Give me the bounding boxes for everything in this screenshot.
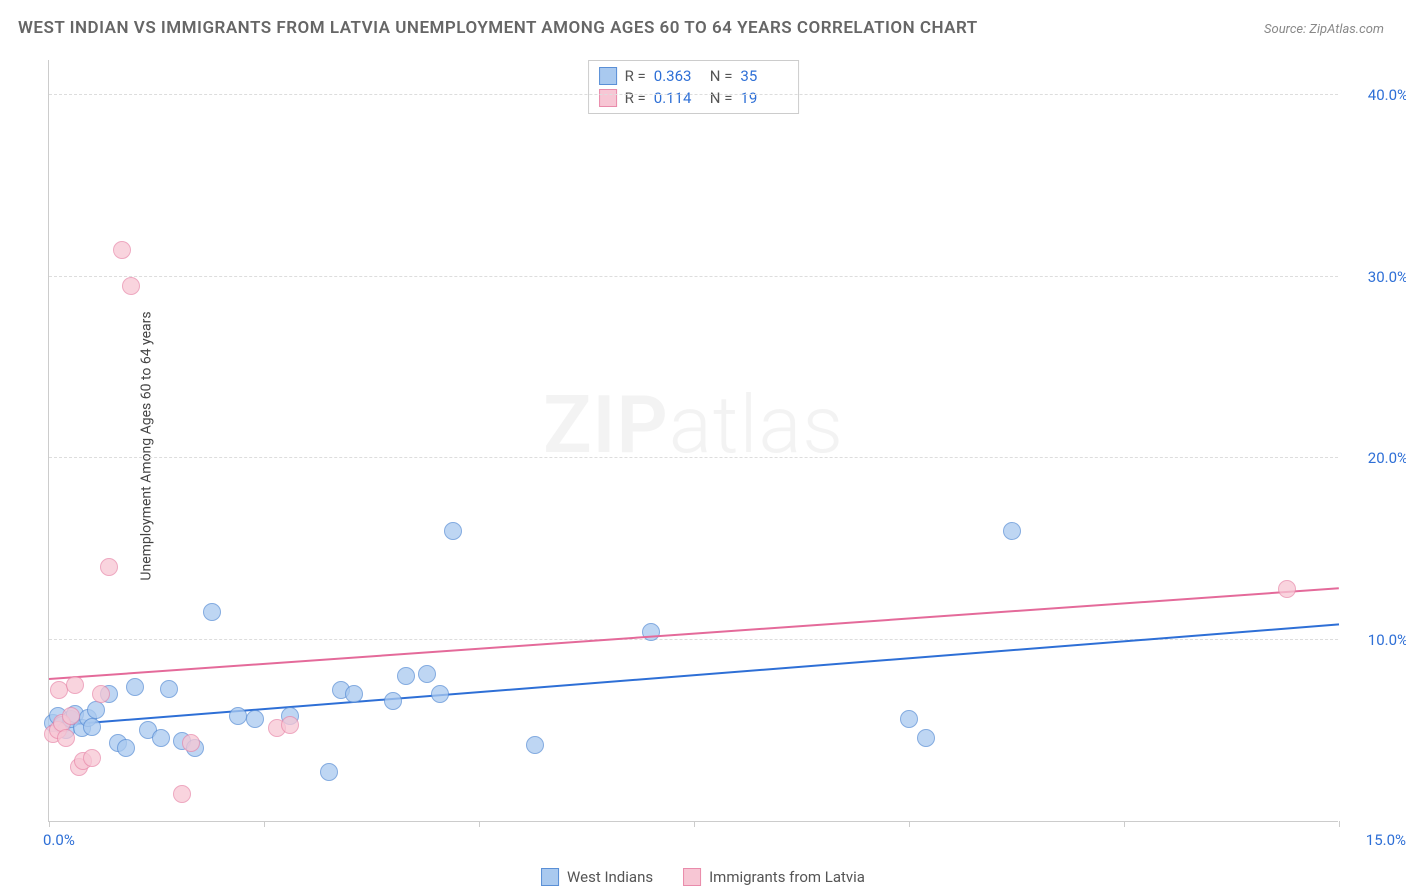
data-point [246,710,264,728]
correlation-stats-box: R = 0.363 N = 35 R = 0.114 N = 19 [588,60,800,114]
data-point [203,603,221,621]
data-point [100,558,118,576]
x-tick [1124,821,1125,827]
x-tick-label: 0.0% [43,831,75,849]
x-tick [479,821,480,827]
data-point [281,716,299,734]
x-tick [694,821,695,827]
data-point [182,734,200,752]
stat-n-label: N = [710,89,733,107]
data-point [431,685,449,703]
data-point [229,707,247,725]
x-tick [1339,821,1340,827]
stat-row: R = 0.114 N = 19 [599,87,789,109]
legend-item: Immigrants from Latvia [683,868,865,886]
data-point [1003,522,1021,540]
legend-swatch [683,868,701,886]
data-point [87,701,105,719]
data-point [917,729,935,747]
data-point [92,685,110,703]
stat-r-value: 0.363 [654,67,702,85]
legend: West Indians Immigrants from Latvia [541,868,865,886]
data-point [900,710,918,728]
data-point [384,692,402,710]
data-point [113,241,131,259]
data-point [117,739,135,757]
stat-row: R = 0.363 N = 35 [599,65,789,87]
data-point [126,678,144,696]
stat-n-value: 19 [740,89,788,107]
data-point [152,729,170,747]
stat-n-label: N = [710,67,733,85]
legend-label: West Indians [567,868,653,886]
x-tick [909,821,910,827]
data-point [83,749,101,767]
stat-r-value: 0.114 [654,89,702,107]
gridline [49,457,1338,458]
trend-line [49,587,1339,680]
data-point [526,736,544,754]
data-point [320,763,338,781]
data-point [173,785,191,803]
source-attribution: Source: ZipAtlas.com [1264,22,1384,37]
plot-area: ZIPatlas R =0.363N =35R =0.114N =19 10.0… [48,60,1338,822]
stat-n-value: 35 [740,67,788,85]
y-tick-label: 40.0% [1368,86,1406,104]
gridline [49,94,1338,95]
legend-item: West Indians [541,868,653,886]
chart-title: WEST INDIAN VS IMMIGRANTS FROM LATVIA UN… [18,18,978,38]
data-point [62,707,80,725]
gridline [49,276,1338,277]
x-tick [49,821,50,827]
legend-swatch [541,868,559,886]
stat-r-label: R = [625,89,646,107]
data-point [83,718,101,736]
y-tick-label: 10.0% [1368,631,1406,649]
data-point [57,729,75,747]
stat-r-label: R = [625,67,646,85]
data-point [418,665,436,683]
legend-swatch [599,67,617,85]
y-tick-label: 30.0% [1368,268,1406,286]
data-point [160,680,178,698]
x-tick [264,821,265,827]
data-point [345,685,363,703]
data-point [122,277,140,295]
data-point [397,667,415,685]
watermark: ZIPatlas [543,378,844,472]
x-tick-label: 15.0% [1366,831,1406,849]
data-point [66,676,84,694]
data-point [1278,580,1296,598]
data-point [642,623,660,641]
legend-label: Immigrants from Latvia [709,868,865,886]
y-tick-label: 20.0% [1368,449,1406,467]
legend-swatch [599,89,617,107]
data-point [444,522,462,540]
